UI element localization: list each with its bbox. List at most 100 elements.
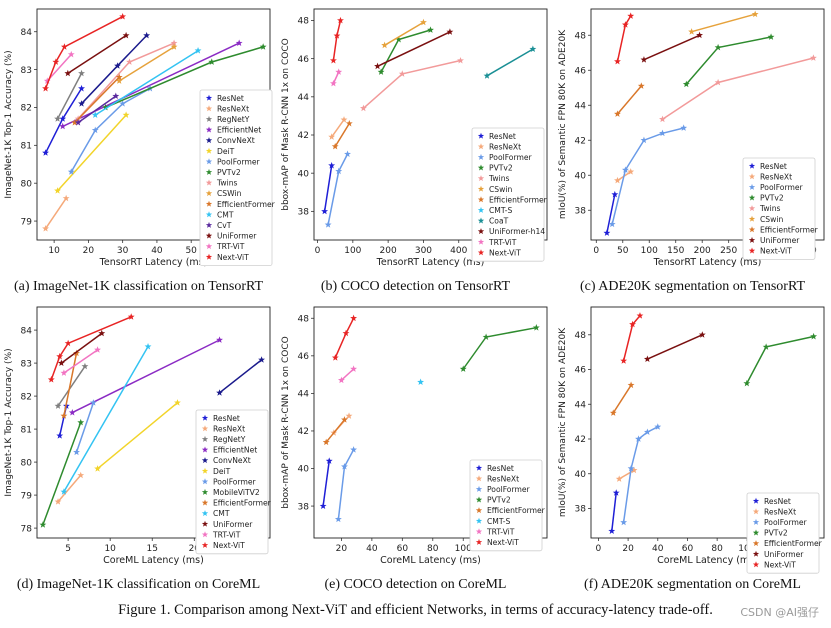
legend-label: ResNet [764,497,791,506]
legend-marker [477,164,485,171]
data-point [622,166,629,173]
legend-marker [205,168,213,175]
plot-area: 020406080100120140384042444648CoreML Lat… [558,306,825,574]
y-tick-label: 44 [575,101,587,111]
series-line [662,57,814,120]
data-point [89,399,97,406]
legend-label: PVTv2 [764,529,788,538]
legend-label: PoolFormer [213,477,257,486]
legend-marker [752,497,760,504]
data-point [345,412,353,419]
chart-e: 20406080100120140384042444648CoreML Late… [281,306,548,566]
series-line [647,334,703,360]
data-point [427,26,434,33]
legend-label: Twins [216,179,238,188]
series-resnet [321,161,336,215]
series-line [71,339,220,414]
data-point [68,409,76,416]
data-point [122,31,130,39]
data-point [54,498,62,505]
series-line [77,95,117,124]
data-point [42,225,49,232]
legend-label: Twins [488,174,510,183]
legend-marker [748,173,756,180]
legend-marker [201,467,209,474]
data-point [627,12,635,19]
series-deit [54,111,130,194]
legend-label: ResNeXt [213,424,245,433]
x-tick-label: 50 [617,246,629,256]
data-point [335,68,343,75]
panel-f: 020406080100120140384042444648CoreML Lat… [554,300,831,595]
series-coat [483,45,537,79]
data-point [42,149,49,156]
series-uniformer [640,31,703,63]
legend-marker [201,414,209,421]
data-point [59,122,67,130]
data-point [630,466,638,474]
data-point [67,168,75,175]
y-tick-label: 80 [21,179,33,189]
legend-label: RegNetY [213,435,246,444]
data-point [420,18,427,26]
data-point [115,77,123,84]
series-pvtv2 [377,26,434,75]
panel-d: 51015202578798081828384CoreML Latency (m… [0,300,277,595]
series-line [643,34,700,61]
data-point [144,343,152,350]
y-tick-label: 84 [21,326,33,336]
series-next-vit [331,314,358,361]
series-mobilevitv2 [39,418,85,528]
legend-label: CMT [217,210,234,219]
data-point [112,92,120,100]
x-tick-label: 5 [65,544,71,554]
y-tick-label: 46 [575,66,587,76]
legend-label: Next-ViT [489,248,521,257]
series-line [323,165,333,212]
data-point [67,50,75,58]
plot-area: 10203040506070798081828384TensorRT Laten… [4,8,276,268]
data-point [56,352,64,360]
legend-label: EfficientNet [217,126,261,135]
y-axis-label: bbox-mAP of Mask R-CNN 1x on COCO [281,336,291,509]
legend-marker [475,507,483,514]
data-point [608,527,616,534]
data-point [340,116,348,123]
legend-label: ResNet [760,162,787,171]
data-point [329,56,337,64]
series-resnet [56,402,70,439]
legend-box [746,492,820,574]
series-line [60,332,103,364]
legend-box [471,127,545,262]
series-convnext [78,31,151,107]
series-deit [94,399,181,472]
data-point [324,221,332,228]
legend-label: ResNet [489,132,516,141]
y-tick-label: 38 [298,208,310,218]
series-cmt [91,47,202,118]
legend-label: UniFormer [760,236,800,245]
legend-label: EfficientFormer [760,225,819,234]
data-point [78,69,85,77]
x-tick-label: 10 [48,246,60,256]
series-line [462,326,537,370]
legend-marker [748,183,756,190]
legend-marker [205,179,213,186]
legend-marker [205,137,213,144]
legend-marker [205,158,213,165]
data-point [608,220,616,228]
data-point [341,416,348,423]
axes-frame [36,306,271,539]
data-point [78,84,85,92]
legend-label: ResNet [487,464,514,473]
data-point [322,438,330,446]
legend-marker [205,190,213,197]
legend-label: PoolFormer [217,157,261,166]
x-tick-label: 200 [694,246,711,256]
series-line [616,85,642,115]
series-cmt-s [417,378,425,386]
series-line [63,346,149,493]
x-tick-label: 15 [147,544,158,554]
y-tick-label: 79 [21,217,33,227]
series-line [618,469,635,480]
